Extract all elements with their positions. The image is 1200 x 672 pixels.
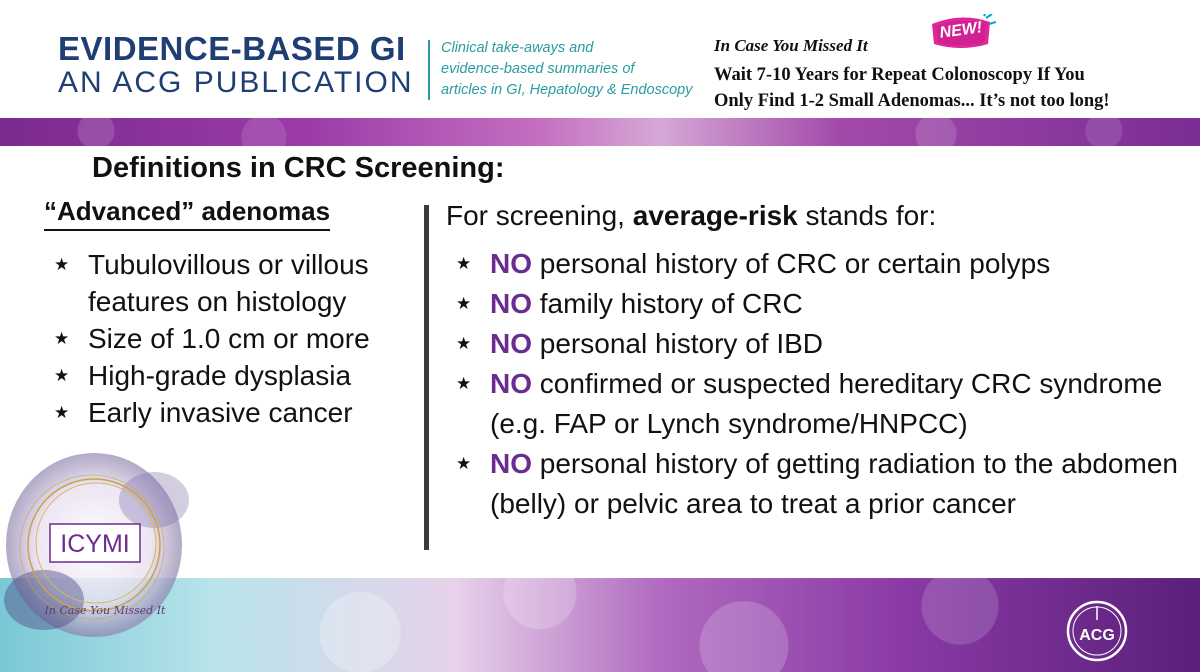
star-icon: ★ [456, 334, 472, 353]
new-badge: NEW! [926, 11, 997, 52]
list-item-text: personal history of IBD [539, 328, 824, 359]
list-item: ★ NO personal history of CRC or certain p… [452, 244, 1192, 284]
no-keyword: NO [490, 368, 532, 399]
list-item-text: family history of CRC [539, 288, 803, 319]
list-item: ★ Size of 1.0 cm or more [50, 320, 420, 357]
icymi-logo-text: ICYMI [60, 530, 129, 558]
right-heading-prefix: For screening, [446, 200, 625, 231]
no-keyword: NO [490, 288, 532, 319]
star-icon: ★ [456, 254, 472, 273]
list-item-text: personal history of getting radiation to… [490, 448, 1178, 519]
star-icon: ★ [456, 454, 472, 473]
list-item-text: personal history of CRC or certain polyp… [539, 248, 1051, 279]
tagline-line: evidence-based summaries of [441, 61, 635, 77]
list-item: ★ NO personal history of IBD [452, 324, 1192, 364]
star-icon: ★ [54, 255, 70, 274]
tagline-line: articles in GI, Hepatology & Endoscopy [441, 82, 693, 98]
advanced-adenoma-list: ★ Tubulovillous or villous features on hi… [50, 246, 420, 431]
list-item: ★ NO confirmed or suspected hereditary CR… [452, 364, 1192, 444]
list-item-text: Size of 1.0 cm or more [88, 323, 370, 354]
headline-line: Wait 7-10 Years for Repeat Colonoscopy I… [714, 65, 1085, 85]
headline-line: Only Find 1-2 Small Adenomas... It’s not… [714, 91, 1110, 111]
tagline-line: Clinical take-aways and [441, 40, 594, 56]
decorative-strip [0, 118, 1200, 150]
list-item-text: confirmed or suspected hereditary CRC sy… [490, 368, 1163, 439]
star-icon: ★ [54, 329, 70, 348]
list-item-text: Early invasive cancer [88, 397, 353, 428]
article-headline: Wait 7-10 Years for Repeat Colonoscopy I… [714, 62, 1110, 114]
icymi-script: In Case You Missed It [44, 604, 166, 617]
tagline: Clinical take-aways and evidence-based s… [441, 38, 721, 101]
icymi-title: In Case You Missed It [714, 36, 868, 55]
starburst-icon [932, 11, 997, 48]
header-banner: EVIDENCE-BASED GI AN ACG PUBLICATION Cli… [0, 0, 1200, 120]
no-keyword: NO [490, 328, 532, 359]
list-item: ★ Early invasive cancer [50, 394, 420, 431]
average-risk-list: ★ NO personal history of CRC or certain p… [452, 244, 1192, 524]
star-icon: ★ [456, 294, 472, 313]
right-heading-bold: average-risk [632, 200, 798, 231]
list-item: ★ NO family history of CRC [452, 284, 1192, 324]
brand-divider [428, 40, 430, 100]
right-heading: For screening, average-risk stands for: [446, 200, 936, 232]
content-card [0, 146, 1200, 578]
icymi-logo: ICYMI [4, 453, 189, 637]
list-item-text: Tubulovillous or villous features on his… [88, 249, 369, 317]
brand-subtitle: AN ACG PUBLICATION [58, 66, 414, 99]
section-title: Definitions in CRC Screening: [92, 152, 505, 184]
list-item-text: High-grade dysplasia [88, 360, 352, 391]
acg-logo-text: ACG [1079, 627, 1115, 644]
no-keyword: NO [490, 248, 532, 279]
no-keyword: NO [490, 448, 532, 479]
list-item: ★ Tubulovillous or villous features on hi… [50, 246, 420, 320]
left-heading: “Advanced” adenomas [44, 196, 331, 231]
star-icon: ★ [54, 403, 70, 422]
list-item: ★ NO personal history of getting radiatio… [452, 444, 1192, 524]
list-item: ★ High-grade dysplasia [50, 357, 420, 394]
brand-title: EVIDENCE-BASED GI [58, 30, 406, 67]
column-divider [424, 205, 429, 550]
star-icon: ★ [456, 374, 472, 393]
star-icon: ★ [54, 366, 70, 385]
right-heading-suffix: stands for: [805, 200, 937, 231]
acg-logo: ACG [1066, 600, 1128, 662]
